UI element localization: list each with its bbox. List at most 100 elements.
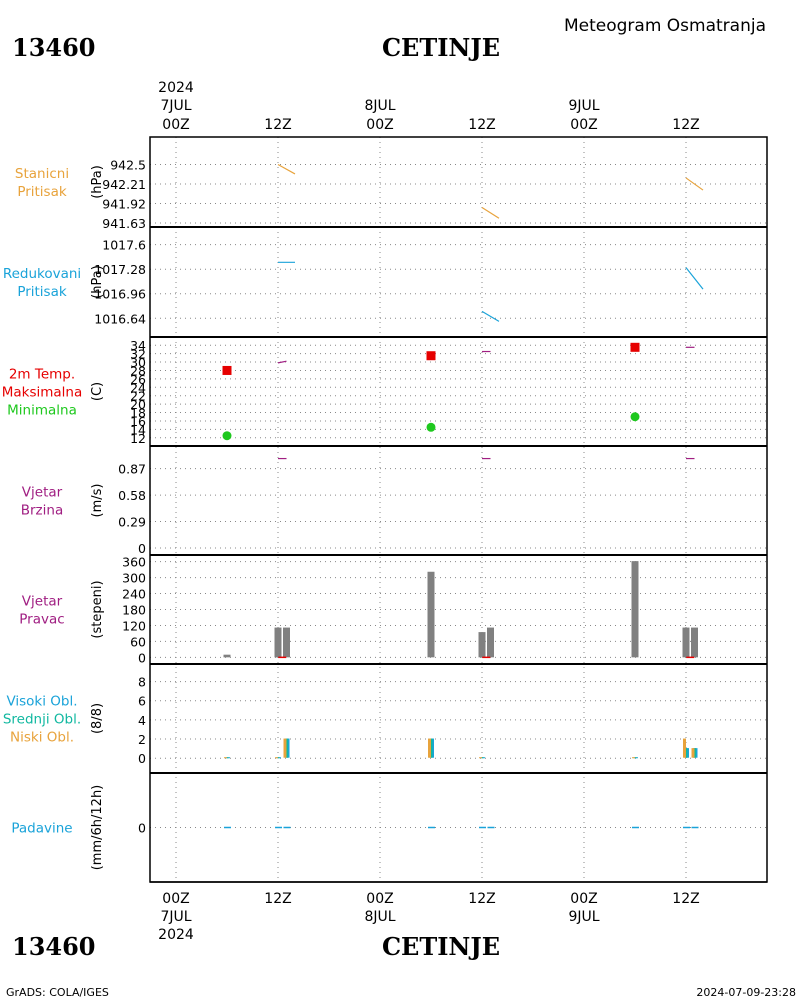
y-tick-label: 360 <box>122 555 146 570</box>
y-tick-label: 2 <box>138 732 146 747</box>
reduced-pressure-segment <box>481 310 500 322</box>
y-tick-label: 0.29 <box>118 515 146 530</box>
bottom-hour-label: 12Z <box>468 891 495 907</box>
top-date-label: 9JUL <box>568 98 599 114</box>
wind-direction-bar <box>487 627 494 658</box>
top-date-label: 7JUL <box>160 98 191 114</box>
y-axis-label: (C) <box>90 382 105 401</box>
cloud-bar <box>283 738 287 758</box>
top-year-label: 2024 <box>158 80 194 96</box>
y-tick-label: 0 <box>138 821 146 836</box>
cloud-bar <box>428 738 431 758</box>
top-hour-label: 00Z <box>162 117 189 133</box>
panel-legend-label: Padavine <box>11 821 72 837</box>
y-tick-label: 20 <box>130 397 146 412</box>
y-axis-label: (stepeni) <box>90 580 105 638</box>
cloud-bar <box>632 757 635 759</box>
bottom-year-label: 2024 <box>158 927 194 943</box>
wind-direction-bar <box>223 654 231 658</box>
tmin-point <box>222 431 232 441</box>
cloud-bar <box>224 757 227 759</box>
bottom-date-label: 8JUL <box>364 909 395 925</box>
y-tick-label: 12 <box>130 431 146 446</box>
top-hour-label: 12Z <box>672 117 699 133</box>
cloud-bar <box>275 757 278 759</box>
plot-frame <box>149 136 768 883</box>
data-layer <box>222 163 704 829</box>
panel-legend-label: Stanicni <box>15 166 69 182</box>
wind-direction-bar <box>478 632 486 658</box>
y-tick-label: 1017.28 <box>94 262 146 277</box>
y-tick-label: 942.5 <box>110 158 146 173</box>
y-axis-label: (8/8) <box>90 703 105 734</box>
y-tick-label: 32 <box>130 347 146 362</box>
y-tick-label: 1016.64 <box>94 311 146 326</box>
y-axis-label: (mm/6h/12h) <box>90 785 105 871</box>
station-pressure-segment <box>481 207 500 219</box>
cloud-bar <box>479 757 482 759</box>
panel-legend-label: Srednji Obl. <box>3 712 81 728</box>
tmax-point <box>222 365 232 375</box>
chart-title: Meteogram Osmatranja <box>564 16 766 36</box>
y-tick-label: 6 <box>138 694 146 709</box>
footer-credit: GrADS: COLA/IGES <box>6 986 109 999</box>
panel-legend-label: Vjetar <box>22 485 63 501</box>
y-tick-label: 0 <box>138 541 146 556</box>
bottom-date-label: 7JUL <box>160 909 191 925</box>
top-date-label: 8JUL <box>364 98 395 114</box>
wind-direction-bar <box>631 561 639 658</box>
bottom-hour-label: 00Z <box>570 891 597 907</box>
panel-legend-label: Pritisak <box>17 184 67 200</box>
y-tick-label: 34 <box>130 338 146 353</box>
y-tick-label: 60 <box>130 634 146 649</box>
tmax-point <box>426 351 436 361</box>
bottom-hour-label: 12Z <box>264 891 291 907</box>
frame-layer <box>149 136 768 883</box>
y-tick-label: 24 <box>130 380 146 395</box>
y-tick-label: 8 <box>138 675 146 690</box>
wind-direction-bar <box>427 571 435 658</box>
y-tick-label: 941.63 <box>102 216 146 231</box>
panel-legend-label: Visoki Obl. <box>6 694 77 710</box>
footer-timestamp: 2024-07-09-23:28 <box>696 986 796 999</box>
tmin-point <box>630 412 640 422</box>
panel-legend-label: Brzina <box>21 503 63 519</box>
y-tick-label: 120 <box>122 618 146 633</box>
y-tick-label: 180 <box>122 603 146 618</box>
station-id-bottom: 13460 <box>12 932 96 961</box>
top-hour-label: 12Z <box>468 117 495 133</box>
panel-legend-label: Maksimalna <box>2 385 83 401</box>
y-axis-label: (hPa) <box>90 265 105 299</box>
grid-layer <box>150 137 767 882</box>
bottom-date-label: 9JUL <box>568 909 599 925</box>
tmax-point <box>630 342 640 352</box>
y-tick-label: 18 <box>130 406 146 421</box>
y-tick-label: 0.58 <box>118 488 146 503</box>
y-tick-label: 30 <box>130 355 146 370</box>
y-tick-label: 1017.6 <box>102 238 146 253</box>
y-tick-label: 0 <box>138 751 146 766</box>
top-hour-label: 00Z <box>570 117 597 133</box>
panel-legend-label: Niski Obl. <box>10 730 74 746</box>
y-tick-label: 300 <box>122 571 146 586</box>
y-axis-label: (hPa) <box>90 165 105 199</box>
panel-legend-label: Vjetar <box>22 594 63 610</box>
tmin-point <box>426 422 436 432</box>
y-axis-label: (m/s) <box>90 484 105 518</box>
station-id-top: 13460 <box>12 33 96 62</box>
y-tick-label: 1016.96 <box>94 287 146 302</box>
temperature-segment <box>277 360 287 364</box>
y-tick-label: 28 <box>130 363 146 378</box>
panel-legend-label: Pritisak <box>17 284 67 300</box>
bottom-hour-label: 00Z <box>366 891 393 907</box>
cloud-bar <box>683 738 686 758</box>
y-tick-label: 942.21 <box>102 177 146 192</box>
y-tick-label: 16 <box>130 414 146 429</box>
bottom-hour-label: 12Z <box>672 891 699 907</box>
wind-direction-bar <box>274 627 282 658</box>
reduced-pressure-segment <box>685 267 704 290</box>
station-name-top: CETINJE <box>382 33 500 62</box>
station-pressure-segment <box>277 163 296 175</box>
